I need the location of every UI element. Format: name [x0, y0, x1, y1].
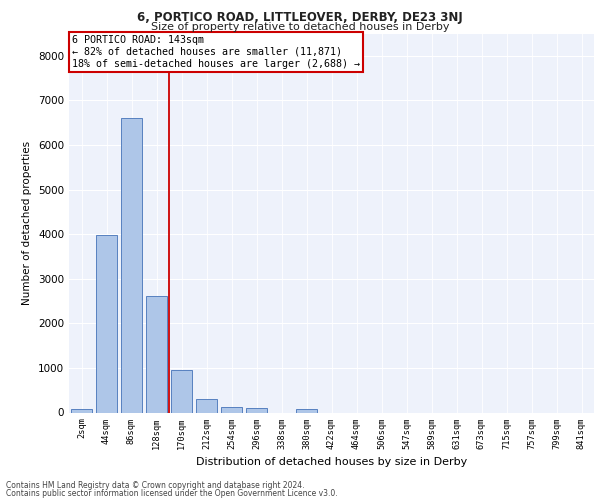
Bar [296, 409, 317, 412]
Bar [221, 406, 242, 412]
Text: 6 PORTICO ROAD: 143sqm
← 82% of detached houses are smaller (11,871)
18% of semi: 6 PORTICO ROAD: 143sqm ← 82% of detached… [71, 36, 359, 68]
Y-axis label: Number of detached properties: Number of detached properties [22, 141, 32, 305]
Bar [96, 235, 117, 412]
Text: Contains public sector information licensed under the Open Government Licence v3: Contains public sector information licen… [6, 488, 338, 498]
X-axis label: Distribution of detached houses by size in Derby: Distribution of detached houses by size … [196, 457, 467, 467]
Bar [171, 370, 192, 412]
Text: Size of property relative to detached houses in Derby: Size of property relative to detached ho… [151, 22, 449, 32]
Bar [246, 408, 267, 412]
Text: 6, PORTICO ROAD, LITTLEOVER, DERBY, DE23 3NJ: 6, PORTICO ROAD, LITTLEOVER, DERBY, DE23… [137, 11, 463, 24]
Bar [146, 296, 167, 412]
Bar [196, 398, 217, 412]
Bar [71, 409, 92, 412]
Bar [121, 118, 142, 412]
Text: Contains HM Land Registry data © Crown copyright and database right 2024.: Contains HM Land Registry data © Crown c… [6, 481, 305, 490]
